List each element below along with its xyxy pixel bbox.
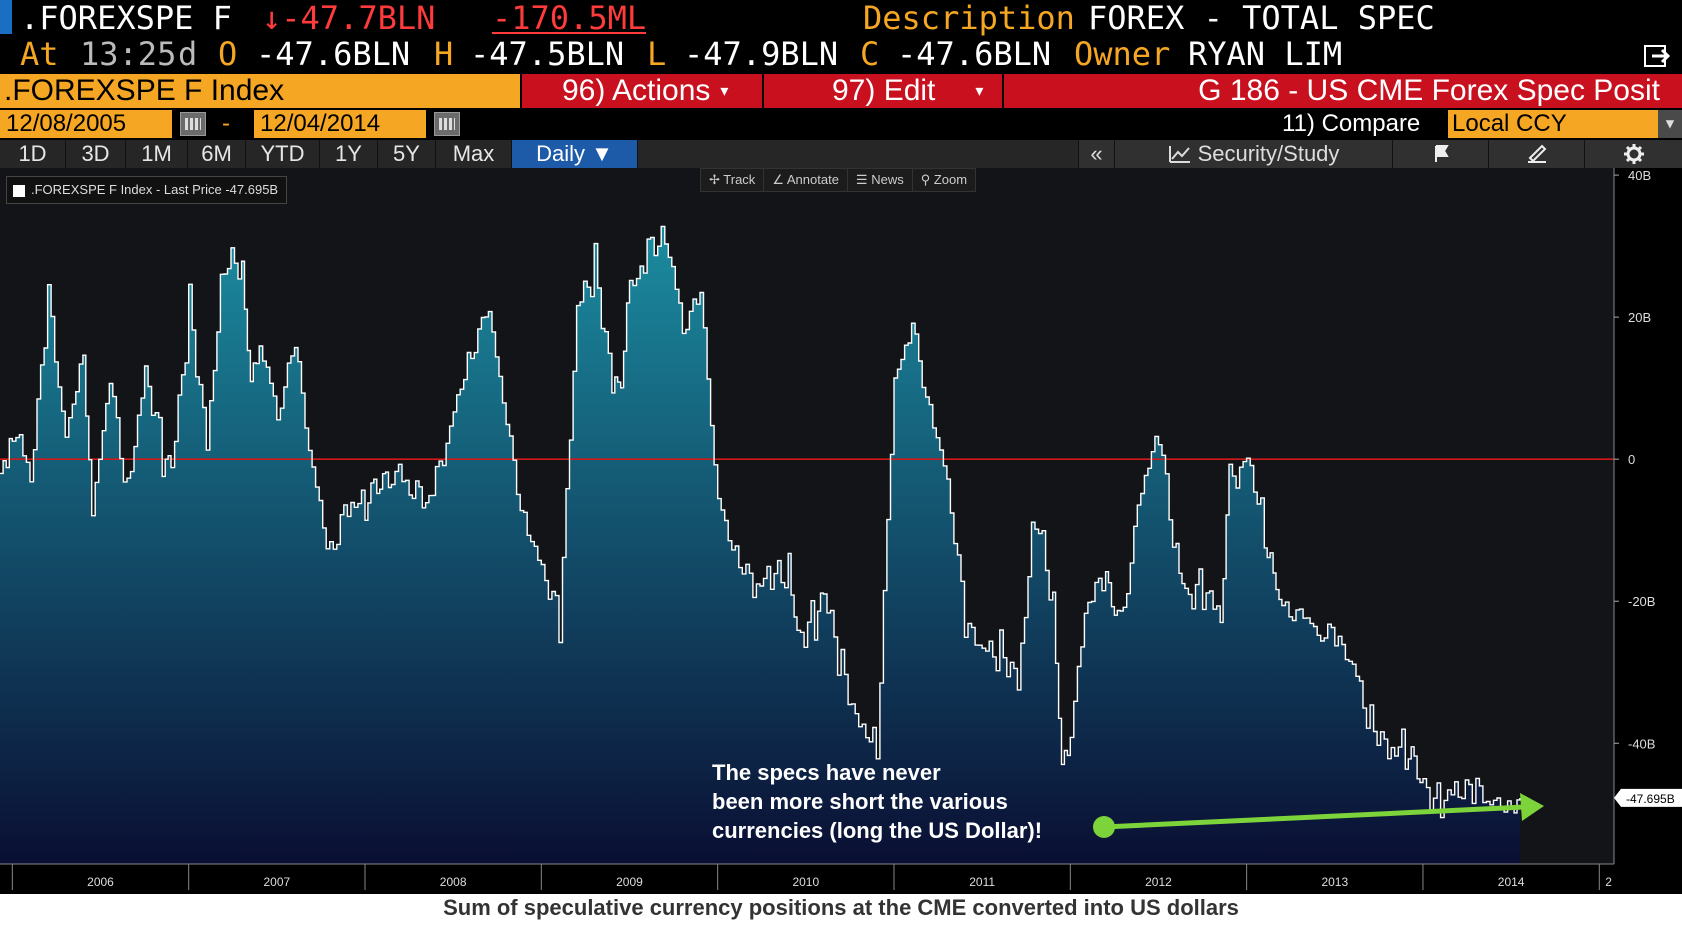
chevron-down-icon: ▾ xyxy=(720,83,729,101)
calendar-icon[interactable] xyxy=(434,112,460,136)
actions-menu[interactable]: 96) Actions ▾ xyxy=(522,74,762,108)
settings-button[interactable] xyxy=(1584,140,1682,168)
chevron-down-icon[interactable]: ▼ xyxy=(1658,110,1682,138)
annotation-arrow-line xyxy=(1103,804,1527,830)
export-icon[interactable] xyxy=(1644,42,1670,68)
tab-3d[interactable]: 3D xyxy=(66,140,126,168)
high-label: H xyxy=(434,35,454,73)
x-tick-label: 2009 xyxy=(616,875,643,889)
tab-ytd[interactable]: YTD xyxy=(246,140,320,168)
x-tick-label: 2007 xyxy=(263,875,290,889)
currency-select[interactable]: Local CCY xyxy=(1448,110,1658,138)
security-study-button[interactable]: Security/Study xyxy=(1114,140,1392,168)
legend-text: .FOREXSPE F Index - Last Price -47.695B xyxy=(31,182,279,197)
compare-button[interactable]: 11) Compare xyxy=(1282,110,1421,137)
track-button[interactable]: ✢ Track xyxy=(701,169,765,191)
x-tick-label: 2013 xyxy=(1321,875,1348,889)
quote-time: 13:25 xyxy=(80,35,177,73)
quote-line-1: .FOREXSPE F ↓-47.7BLN -170.5ML Descripti… xyxy=(0,0,1682,36)
y-tick-label: 40B xyxy=(1628,168,1651,183)
range-tabs: 1D 3D 1M 6M YTD 1Y 5Y Max Daily ▼ « Secu… xyxy=(0,140,1682,168)
gear-icon xyxy=(1623,144,1644,164)
tab-5y[interactable]: 5Y xyxy=(378,140,436,168)
description-label: Description xyxy=(863,0,1075,37)
edit-chart-button[interactable] xyxy=(1488,140,1584,168)
y-tick-label: -20B xyxy=(1628,594,1655,609)
line-chart-icon xyxy=(1168,146,1190,163)
pin-button[interactable] xyxy=(1392,140,1488,168)
tab-1m[interactable]: 1M xyxy=(126,140,188,168)
open-value: -47.6BLN xyxy=(256,35,411,73)
chart-legend[interactable]: .FOREXSPE F Index - Last Price -47.695B xyxy=(6,176,288,204)
page-title: G 186 - US CME Forex Spec Posit xyxy=(1004,74,1682,108)
security-study-label: Security/Study xyxy=(1197,141,1340,166)
start-date-field[interactable]: 12/08/2005 xyxy=(0,110,172,138)
last-value-label: -47.695B xyxy=(1626,792,1675,806)
at-label: At xyxy=(20,35,59,73)
description-value: FOREX - TOTAL SPEC xyxy=(1088,0,1435,37)
net-change: -170.5ML xyxy=(492,0,647,37)
security-marker xyxy=(0,0,12,34)
y-tick-label: 20B xyxy=(1628,310,1651,325)
collapse-button[interactable]: « xyxy=(1078,140,1114,168)
tab-6m[interactable]: 6M xyxy=(188,140,246,168)
flag-icon xyxy=(1434,145,1449,162)
low-label: L xyxy=(647,35,667,73)
annotation-arrow-head xyxy=(1520,793,1544,821)
high-value: -47.5BLN xyxy=(470,35,625,73)
tab-1y[interactable]: 1Y xyxy=(320,140,378,168)
annotate-button[interactable]: ∠ Annotate xyxy=(764,169,848,191)
edit-label: 97) Edit xyxy=(832,74,936,107)
x-tick-label: 2012 xyxy=(1145,875,1172,889)
zoom-button[interactable]: ⚲ Zoom xyxy=(920,172,968,187)
x-tick-label: 2010 xyxy=(792,875,819,889)
frequency-dropdown[interactable]: Daily ▼ xyxy=(512,140,638,168)
actions-label: 96) Actions xyxy=(562,74,711,107)
close-label: C xyxy=(860,35,880,73)
close-value: -47.6BLN xyxy=(897,35,1052,73)
calendar-icon[interactable] xyxy=(180,112,206,136)
x-tick-label: 2014 xyxy=(1498,875,1525,889)
figure-caption: Sum of speculative currency positions at… xyxy=(0,894,1682,930)
security-toolbar: .FOREXSPE F Index 96) Actions ▾ 97) Edit ▾… xyxy=(0,74,1682,108)
end-date-field[interactable]: 12/04/2014 xyxy=(254,110,426,138)
x-tick-label: 2011 xyxy=(969,875,995,889)
quote-time-suffix: d xyxy=(178,35,198,73)
news-button[interactable]: ☰ News xyxy=(848,169,913,191)
y-tick-label: -40B xyxy=(1628,736,1655,751)
chart-area[interactable]: 40B 20B 0 -20B -40B 2006 2007 2008 2009 2010 2011… xyxy=(0,168,1682,930)
security-field[interactable]: .FOREXSPE F Index xyxy=(0,74,520,108)
x-tick-label: 2008 xyxy=(440,875,467,889)
y-tick-label: 0 xyxy=(1628,452,1635,467)
chart-annotation: The specs have never been more short the… xyxy=(712,760,1043,843)
series-line xyxy=(0,225,1521,819)
chevron-down-icon: ▾ xyxy=(975,83,984,101)
last-change: ↓-47.7BLN xyxy=(262,0,436,37)
x-tick-label: 2006 xyxy=(87,875,114,889)
owner-label: Owner xyxy=(1074,35,1171,73)
tab-max[interactable]: Max xyxy=(436,140,512,168)
edit-menu[interactable]: 97) Edit ▾ xyxy=(764,74,1002,108)
owner-value: RYAN LIM xyxy=(1188,35,1343,73)
series-area xyxy=(0,226,1520,864)
ticker[interactable]: .FOREXSPE F xyxy=(20,0,232,37)
low-value: -47.9BLN xyxy=(684,35,839,73)
last-value-tag xyxy=(1614,788,1682,807)
legend-swatch xyxy=(13,184,25,197)
chart-mini-toolbar: ✢ Track ∠ Annotate ☰ News ⚲ Zoom xyxy=(700,168,977,192)
date-range-row: 12/08/2005 - 12/04/2014 11) Compare Loca… xyxy=(0,110,1682,140)
date-separator: - xyxy=(222,110,230,137)
annotation-arrow-origin xyxy=(1093,816,1115,838)
open-label: O xyxy=(218,35,238,73)
x-tick-label: 2 xyxy=(1605,875,1612,889)
annotate-label: Annotate xyxy=(786,172,839,187)
tab-1d[interactable]: 1D xyxy=(0,140,66,168)
pencil-chart-icon xyxy=(1527,144,1546,163)
news-label: News xyxy=(871,172,904,187)
zoom-label: Zoom xyxy=(933,172,968,187)
price-chart[interactable]: 40B 20B 0 -20B -40B 2006 2007 2008 2009 2010 2011… xyxy=(0,168,1682,894)
track-label: Track xyxy=(723,172,756,187)
quote-line-2: At 13:25 d O -47.6BLN H -47.5BLN L -47.9… xyxy=(0,36,1682,72)
